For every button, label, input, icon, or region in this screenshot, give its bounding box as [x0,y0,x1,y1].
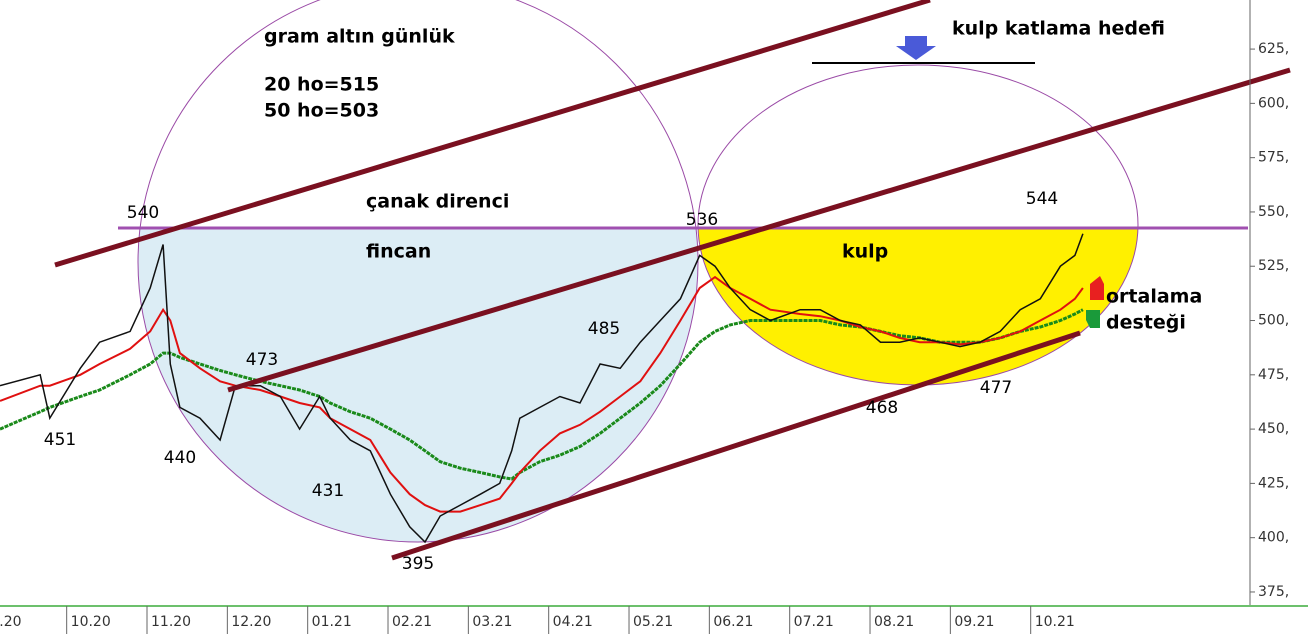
handle-fill [698,228,1138,385]
annotation: 20 ho=515 [264,74,379,96]
ma50-marker [1086,310,1100,328]
cup-fill [138,228,698,542]
annotation: desteği [1106,312,1186,334]
price-line [0,233,1084,544]
trend-line [391,330,1081,561]
ma20-marker [1090,276,1104,300]
y-tick-label: 400, [1258,530,1289,546]
y-tick-label: 500, [1258,313,1289,329]
y-tick-label: 450, [1258,421,1289,437]
y-tick-label: 625, [1258,41,1289,57]
x-tick-label: 12.20 [231,614,271,630]
pattern-fills [137,0,1139,543]
annotation: kulp [842,241,888,263]
price-label: 431 [312,481,344,501]
price-label: 440 [164,448,196,468]
plot [0,233,1084,544]
price-label: 468 [866,398,898,418]
x-tick-label: 06.21 [713,614,753,630]
drawings [0,0,1308,607]
price-line [0,308,1084,481]
annotation: kulp katlama hedefi [952,18,1165,40]
y-tick-label: 600, [1258,95,1289,111]
price-label: 485 [588,319,620,339]
annotation: fincan [366,241,431,263]
price-label: 473 [246,350,278,370]
price-label: 536 [686,210,718,230]
y-tick-label: 425, [1258,475,1289,491]
x-tick-label: 10.20 [71,614,111,630]
x-tick-label: 9.20 [0,614,22,630]
y-tick-label: 575, [1258,150,1289,166]
x-tick-label: 08.21 [874,614,914,630]
y-tick-label: 375, [1258,584,1289,600]
x-tick-label: 05.21 [633,614,673,630]
price-label: 477 [980,378,1012,398]
x-tick-label: 11.20 [151,614,191,630]
x-tick-label: 04.21 [553,614,593,630]
target-arrow [896,36,936,60]
x-tick-label: 02.21 [392,614,432,630]
trend-line [227,67,1291,393]
y-tick-label: 550, [1258,204,1289,220]
x-tick-label: 09.21 [954,614,994,630]
x-tick-label: 01.21 [312,614,352,630]
x-tick-label: 07.21 [794,614,834,630]
price-label: 395 [402,554,434,574]
annotation: ortalama [1106,286,1202,308]
annotation: gram altın günlük [264,26,455,48]
price-label: 451 [44,430,76,450]
price-label: 544 [1026,189,1058,209]
price-label: 540 [127,203,159,223]
y-tick-label: 525, [1258,258,1289,274]
y-tick-label: 475, [1258,367,1289,383]
annotation: 50 ho=503 [264,100,379,122]
cup-circle [137,0,699,543]
trend-line [54,0,931,268]
x-tick-label: 03.21 [472,614,512,630]
annotation: çanak direnci [366,191,509,213]
x-tick-label: 10.21 [1035,614,1075,630]
